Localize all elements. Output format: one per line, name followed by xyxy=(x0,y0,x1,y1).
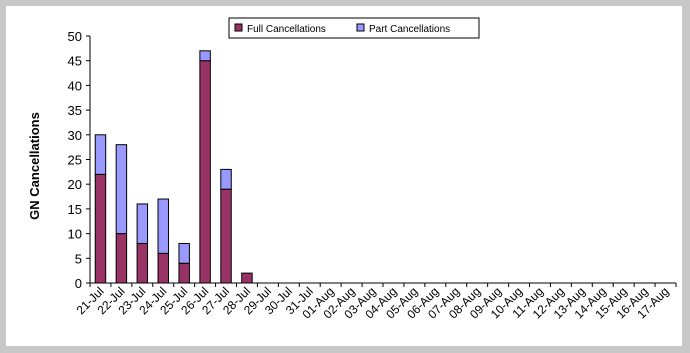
chart-frame: GN Cancellations 0 5 10 15 20 25 30 35 40 45 50 21-… xyxy=(6,6,682,346)
bar-part-cancellations xyxy=(178,242,190,264)
bar-part-cancellations xyxy=(157,198,169,254)
legend-label-full: Full Cancellations xyxy=(247,24,326,35)
legend-swatch-full xyxy=(234,23,243,32)
y-tick-label: 20 xyxy=(68,177,82,192)
legend-swatch-part xyxy=(356,23,365,32)
bar-part-cancellations xyxy=(199,50,211,62)
y-tick-label: 40 xyxy=(68,78,82,93)
y-tick-label: 50 xyxy=(68,29,82,44)
bar-full-cancellations xyxy=(220,188,232,284)
bar-full-cancellations xyxy=(178,262,190,284)
bar-full-cancellations xyxy=(157,252,169,284)
y-tick-label: 30 xyxy=(68,128,82,143)
y-tick-label: 35 xyxy=(68,103,82,118)
bar-part-cancellations xyxy=(220,168,232,190)
y-tick-label: 5 xyxy=(75,251,82,266)
bar-full-cancellations xyxy=(136,242,149,284)
y-tick-label: 10 xyxy=(68,227,82,242)
legend-label-part: Part Cancellations xyxy=(369,24,450,35)
y-tick-label: 15 xyxy=(68,202,82,217)
y-tick-label: 45 xyxy=(68,54,82,69)
bar-part-cancellations xyxy=(115,144,128,235)
y-tick-label: 25 xyxy=(68,153,82,168)
legend-box xyxy=(228,17,480,39)
bar-part-cancellations xyxy=(94,134,107,175)
gn-cancellations-chart: GN Cancellations 0510152025303540455021-… xyxy=(27,17,677,321)
bar-full-cancellations xyxy=(241,272,253,284)
bar-part-cancellations xyxy=(136,203,149,244)
bar-full-cancellations xyxy=(94,173,107,284)
bar-full-cancellations xyxy=(115,233,128,284)
y-axis-title: GN Cancellations xyxy=(27,112,42,220)
y-tick-label: 0 xyxy=(75,276,82,291)
bar-full-cancellations xyxy=(199,60,211,284)
